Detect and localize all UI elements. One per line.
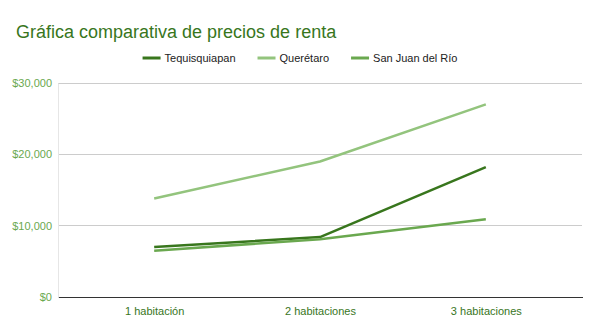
legend-label: Querétaro [280,52,330,64]
legend: Tequisquiapan Querétaro San Juan del Río [143,52,458,64]
y-tick: $10,000 [12,220,58,232]
series-line [154,219,486,250]
lines [154,104,486,250]
x-tick-label: 2 habitaciones [285,305,356,317]
chart: Gráfica comparativa de precios de renta $… [0,0,600,335]
legend-swatch [143,57,161,60]
grid-line [58,225,582,226]
y-tick: $20,000 [12,148,58,160]
series-line [154,167,486,247]
grid-line [58,83,582,84]
x-axis-line [59,297,583,298]
x-axis: 1 habitación 2 habitaciones 3 habitaciones [59,297,583,317]
y-axis-line [58,84,59,298]
plot: $0 $10,000 $20,000 $30,000 1 habitación 2 hab… [12,77,582,317]
x-tick-label: 1 habitación [125,305,184,317]
x-tick: 1 habitación [125,297,184,317]
title: Gráfica comparativa de precios de renta [16,22,337,42]
y-tick: $30,000 [12,77,58,89]
y-tick-label: $30,000 [12,77,52,89]
grid-line [58,154,582,155]
legend-item: Tequisquiapan [143,52,236,64]
legend-item: Querétaro [258,52,330,64]
legend-item: San Juan del Río [351,52,457,64]
x-tick: 3 habitaciones [451,297,522,317]
legend-label: Tequisquiapan [165,52,236,64]
y-tick-label: $0 [40,291,52,303]
grid [58,83,582,297]
y-tick-label: $20,000 [12,148,52,160]
x-tick: 2 habitaciones [285,297,356,317]
legend-swatch [351,57,369,60]
y-axis: $0 $10,000 $20,000 $30,000 [12,77,58,303]
legend-swatch [258,57,276,60]
legend-label: San Juan del Río [373,52,457,64]
grid-line [58,297,582,298]
series-line [154,104,486,198]
y-tick-label: $10,000 [12,220,52,232]
x-tick-label: 3 habitaciones [451,305,522,317]
y-tick: $0 [40,291,58,303]
